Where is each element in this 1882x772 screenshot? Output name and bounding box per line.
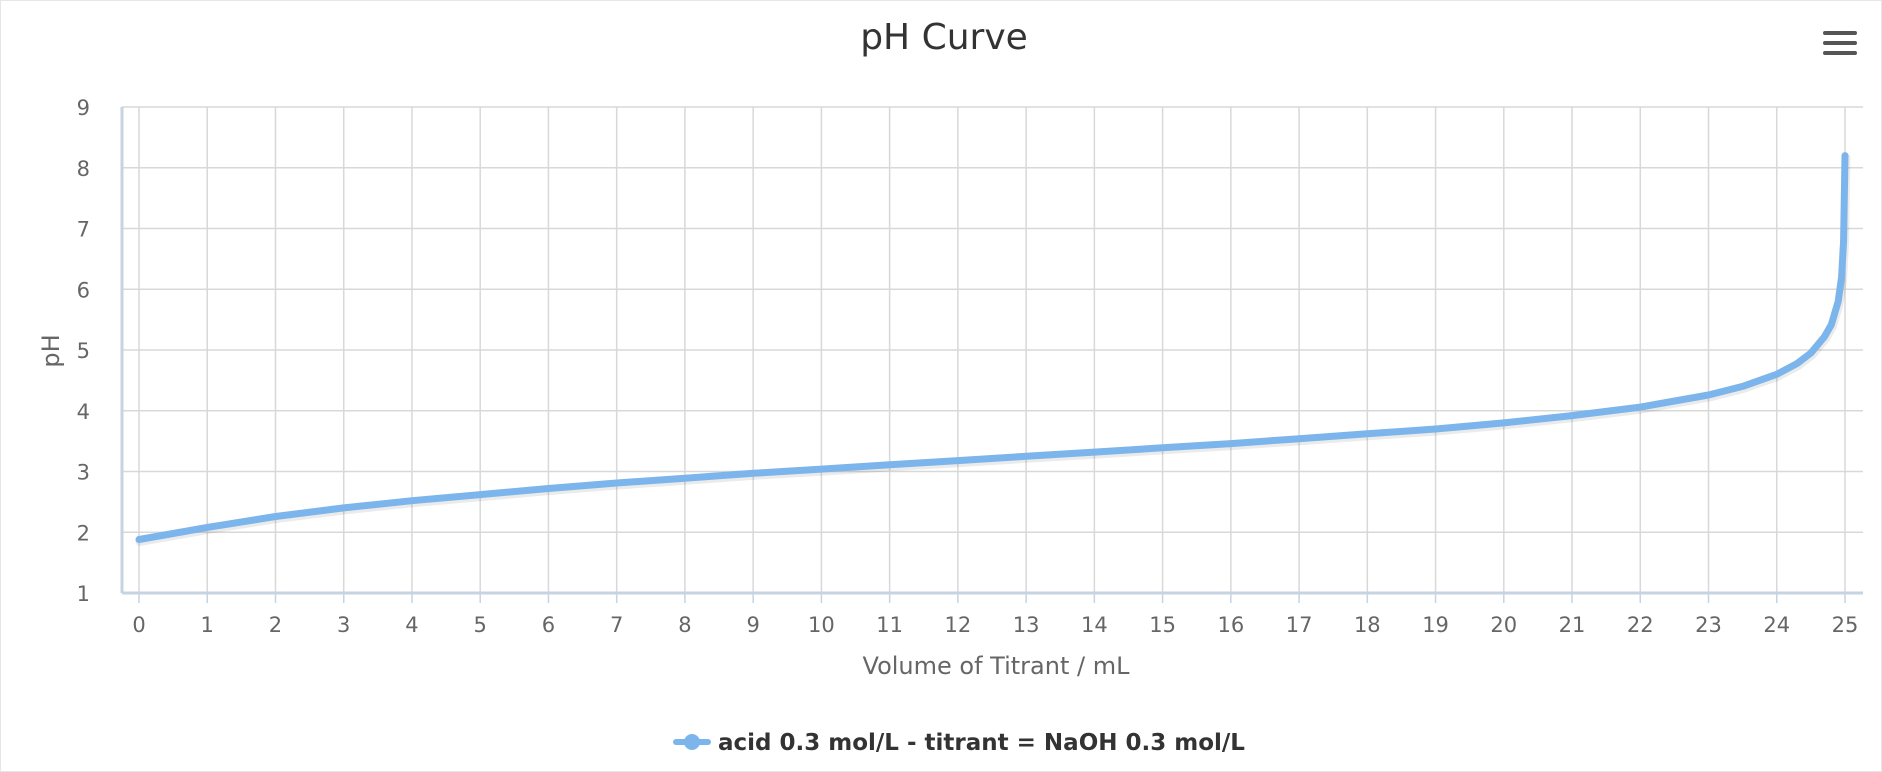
x-tick-label: 24 — [1763, 613, 1790, 637]
grid — [122, 106, 1863, 593]
x-tick-label: 9 — [746, 613, 759, 637]
chart-menu-button[interactable] — [1819, 27, 1861, 61]
x-tick-label: 3 — [337, 613, 350, 637]
hamburger-menu-icon-bar — [1823, 41, 1857, 45]
x-tick-label: 12 — [945, 613, 972, 637]
x-tick-label: 15 — [1149, 613, 1176, 637]
x-tick-label: 10 — [808, 613, 835, 637]
y-tick-label: 2 — [77, 521, 90, 545]
y-tick-label: 1 — [77, 582, 90, 606]
hamburger-menu-icon — [1823, 31, 1857, 35]
x-tick-label: 8 — [678, 613, 691, 637]
x-tick-label: 18 — [1354, 613, 1381, 637]
x-tick-label: 11 — [876, 613, 903, 637]
series-layer — [135, 152, 1851, 546]
x-tick-label: 21 — [1559, 613, 1586, 637]
x-tick-label: 23 — [1695, 613, 1722, 637]
chart-title: pH Curve — [860, 17, 1028, 58]
legend-dot-marker — [684, 734, 700, 750]
x-tick-label: 20 — [1490, 613, 1517, 637]
x-tick-label: 19 — [1422, 613, 1449, 637]
y-tick-label: 3 — [77, 461, 90, 485]
series-line[interactable] — [135, 152, 1849, 543]
legend[interactable]: acid 0.3 mol/L - titrant = NaOH 0.3 mol/… — [673, 730, 1245, 756]
x-tick-label: 22 — [1627, 613, 1654, 637]
x-tick-label: 13 — [1013, 613, 1040, 637]
x-tick-label: 6 — [542, 613, 555, 637]
x-tick-label: 5 — [474, 613, 487, 637]
x-tick-label: 14 — [1081, 613, 1108, 637]
y-axis-title: pH — [37, 334, 65, 367]
x-tick-label: 7 — [610, 613, 623, 637]
y-tick-label: 9 — [77, 96, 90, 120]
y-tick-label: 6 — [77, 278, 90, 302]
y-tick-label: 8 — [77, 157, 90, 181]
hamburger-menu-icon-bar — [1823, 51, 1857, 55]
x-tick-label: 16 — [1217, 613, 1244, 637]
x-tick-label: 17 — [1286, 613, 1313, 637]
y-tick-label: 4 — [77, 400, 90, 424]
x-tick-label: 1 — [201, 613, 214, 637]
legend-series-label: acid 0.3 mol/L - titrant = NaOH 0.3 mol/… — [718, 730, 1245, 756]
x-tick-label: 0 — [132, 613, 145, 637]
x-tick-label: 25 — [1832, 613, 1859, 637]
axes — [120, 107, 1863, 603]
x-tick-label: 4 — [405, 613, 418, 637]
y-tick-label: 7 — [77, 218, 90, 242]
x-axis-title: Volume of Titrant / mL — [863, 652, 1131, 680]
y-tick-label: 5 — [77, 339, 90, 363]
x-tick-label: 2 — [269, 613, 282, 637]
